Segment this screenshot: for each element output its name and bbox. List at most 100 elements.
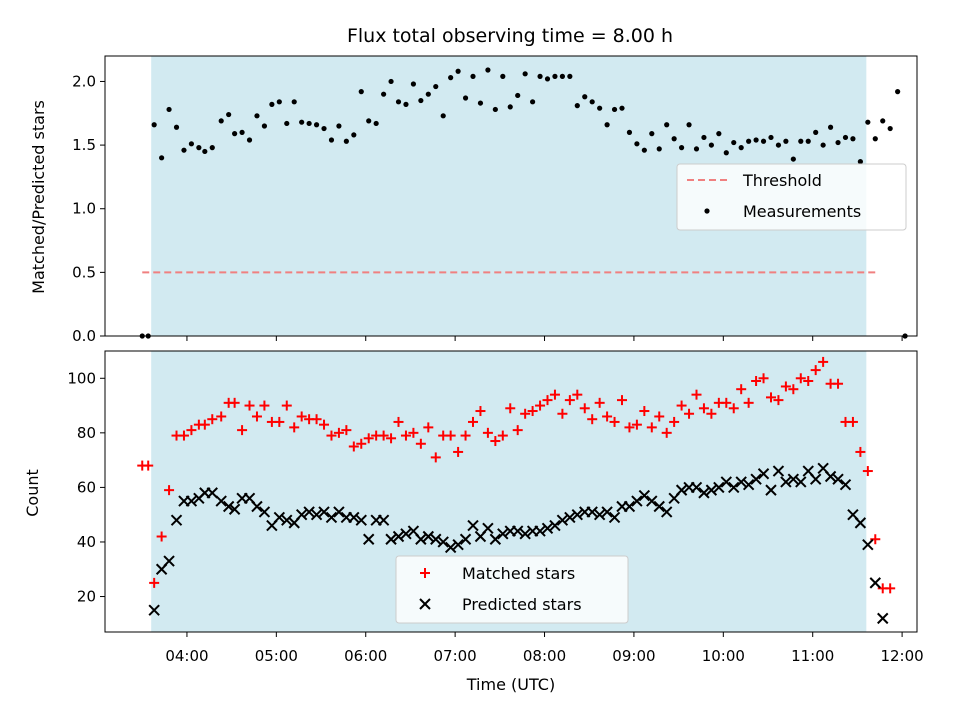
predicted-stars-point: [809, 473, 822, 485]
measurement-point: [582, 94, 588, 100]
matched-stars-point: [341, 425, 352, 436]
measurement-point: [768, 134, 774, 141]
measurement-point: [306, 120, 312, 127]
y-tick-label: 2.0: [72, 72, 96, 90]
measurement-point: [649, 131, 655, 137]
predicted-stars-point: [713, 481, 725, 494]
matched-stars-point: [631, 419, 642, 430]
measurement-point: [209, 145, 215, 151]
measurement-point: [358, 89, 364, 95]
predicted-stars-point: [660, 506, 673, 518]
matched-stars-point: [728, 403, 739, 414]
measurement-point: [731, 139, 737, 146]
predicted-stars-point: [511, 525, 524, 537]
measurement-point: [604, 122, 610, 128]
matched-stars-point: [676, 400, 687, 411]
measurement-point: [805, 138, 811, 144]
predicted-stars-point: [437, 536, 449, 548]
predicted-stars-point: [385, 533, 397, 545]
measurement-point: [507, 104, 513, 110]
predicted-stars-point: [631, 495, 643, 507]
predicted-stars-point: [772, 465, 785, 477]
measurement-point: [366, 118, 372, 124]
bottom-y-axis-label: Count: [23, 469, 42, 517]
predicted-stars-point: [601, 506, 613, 518]
predicted-stars-point: [273, 511, 286, 524]
matched-stars-point: [333, 427, 344, 438]
predicted-stars-point: [206, 487, 218, 499]
matched-stars-point: [311, 414, 322, 425]
predicted-stars-point: [444, 541, 457, 554]
matched-stars-point: [691, 389, 702, 400]
predicted-stars-point: [653, 500, 665, 513]
y-tick-label: 1.5: [72, 136, 96, 154]
measurement-point: [783, 138, 789, 144]
measurement-point: [500, 73, 506, 79]
bottom-legend: Matched stars Predicted stars: [395, 555, 629, 624]
measurement-point: [619, 105, 625, 111]
predicted-stars-point: [877, 612, 889, 625]
measurement-point: [865, 119, 871, 125]
matched-stars-point: [363, 433, 374, 444]
measurement-point: [574, 103, 580, 109]
matched-stars-point: [512, 425, 523, 436]
measurement-point: [671, 136, 677, 142]
matched-stars-point: [244, 400, 255, 411]
measurement-point: [477, 100, 484, 106]
measurement-point: [239, 129, 245, 135]
top-legend: Threshold Measurements: [676, 163, 907, 231]
bottom-legend-box: [395, 555, 629, 624]
measurement-point: [181, 147, 187, 153]
matched-stars-point: [251, 411, 262, 422]
matched-stars-point: [684, 408, 695, 419]
measurement-point: [313, 122, 320, 128]
predicted-stars-point: [148, 604, 160, 616]
matched-stars-point: [788, 384, 799, 395]
matched-stars-point: [833, 378, 844, 389]
predicted-stars-point: [295, 508, 308, 521]
bottom-panel-data: [137, 356, 896, 625]
predicted-stars-point: [400, 528, 412, 540]
measurement-point: [254, 113, 260, 119]
predicted-stars-point: [593, 508, 606, 521]
x-tick-label: 09:00: [612, 647, 655, 665]
predicted-stars-point: [839, 478, 852, 491]
predicted-stars-point: [422, 530, 435, 543]
measurement-point: [872, 136, 878, 142]
predicted-stars-point: [258, 506, 271, 518]
measurement-point: [246, 137, 253, 143]
matched-stars-point: [505, 403, 516, 414]
matched-stars-point: [149, 577, 160, 588]
bottom-panel-axes: 20 40 60 80 100 04:00 05:00 06:00 07:00 08:00 09:0…: [67, 350, 924, 665]
measurement-point: [686, 122, 692, 128]
measurement-point: [813, 129, 819, 135]
measurement-point: [381, 91, 387, 97]
predicted-stars-point: [780, 476, 792, 488]
predicted-stars-point: [675, 484, 688, 496]
measurement-point: [656, 146, 662, 152]
measurement-point: [188, 141, 195, 147]
matched-stars-point: [646, 422, 657, 433]
x-axis-label: Time (UTC): [466, 675, 555, 694]
matched-stars-point: [378, 430, 389, 441]
predicted-stars-point: [170, 514, 183, 526]
measurement-point: [597, 105, 603, 111]
measurement-point: [433, 83, 439, 90]
matched-stars-point: [795, 373, 806, 384]
measurement-point: [418, 97, 424, 104]
predicted-stars-point: [705, 484, 718, 496]
predicted-stars-point: [638, 489, 651, 502]
x-tick-label: 08:00: [523, 647, 566, 665]
measurement-point: [530, 99, 536, 105]
measurement-point: [589, 99, 595, 105]
matched-stars-point: [445, 430, 456, 441]
measurement-point: [395, 99, 402, 105]
chart-title: Flux total observing time = 8.00 h: [347, 25, 673, 47]
measurement-point: [159, 155, 165, 161]
measurement-point: [835, 139, 841, 146]
legend-threshold-label: Threshold: [742, 171, 822, 190]
matched-stars-point: [482, 427, 493, 438]
legend-measurements-swatch: [704, 208, 710, 214]
predicted-stars-point: [251, 500, 263, 513]
matched-stars-point: [572, 389, 583, 400]
